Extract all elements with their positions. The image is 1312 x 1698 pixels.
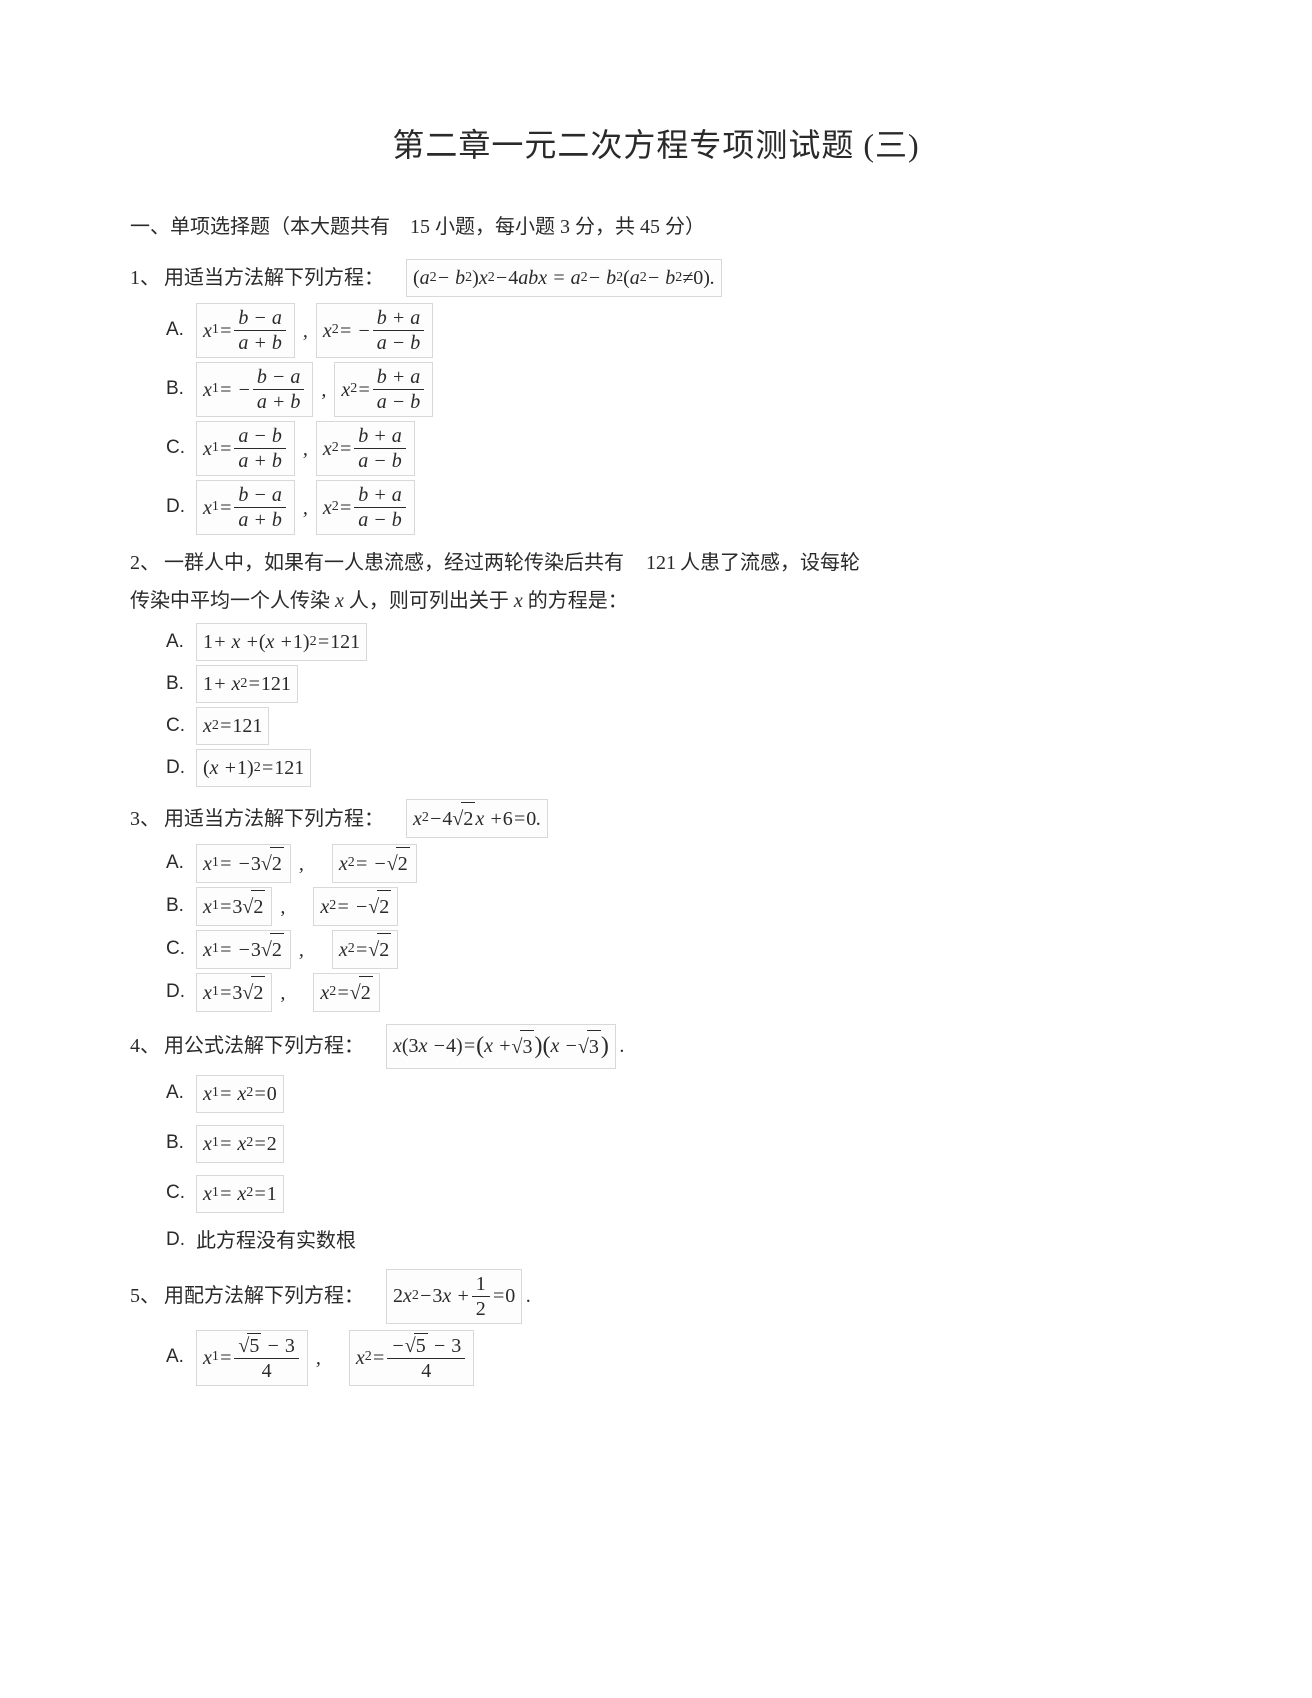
q1-option-d: D. x1 = b − aa + b, x2 = b + aa − b [166, 480, 1182, 535]
q5-equation: 2x2 − 3x + 12 = 0 [386, 1269, 522, 1324]
q2-x-2: x [514, 590, 523, 612]
q3-option-b: B. x1 = 32, x2 = −2 [166, 887, 1182, 926]
q3-option-c: C. x1 = −32, x2 = 2 [166, 930, 1182, 969]
q5-option-a: A. x1 = 5 − 34, x2 = −5 − 34 [166, 1330, 1182, 1386]
q5-stem: 用配方法解下列方程： [164, 1280, 364, 1312]
q4-equation: x (3x − 4) = (x + 3) (x − 3) [386, 1024, 616, 1068]
q5-number: 5、 [130, 1280, 160, 1312]
q4-option-a: A. x1 = x2 = 0 [166, 1075, 1182, 1113]
q1-equation: (a2 − b2) x2 − 4abx = a2 − b2(a2 − b2 ≠ … [406, 259, 722, 297]
q2-option-d: D. (x + 1)2 = 121 [166, 749, 1182, 787]
q2-stem-2c: 的方程是： [528, 590, 628, 612]
q2-x-1: x [335, 590, 344, 612]
q3-option-a: A. x1 = −32, x2 = −2 [166, 844, 1182, 883]
q1-number: 1、 [130, 262, 160, 294]
q2-stem-1a: 一群人中，如果有一人患流感，经过两轮传染后共有 [164, 547, 624, 579]
page-title: 第二章一元二次方程专项测试题 (三) [130, 120, 1182, 171]
q2-stem-2a: 传染中平均一个人传染 [130, 590, 330, 612]
q1-option-c: C. x1 = a − ba + b, x2 = b + aa − b [166, 421, 1182, 476]
q2-number: 2、 [130, 547, 160, 579]
q4-stem: 用公式法解下列方程： [164, 1030, 364, 1062]
q3-stem: 用适当方法解下列方程： [164, 803, 384, 835]
q2-option-a: A. 1 + x + (x + 1)2 = 121 [166, 623, 1182, 661]
q2-option-b: B. 1 + x2 = 121 [166, 665, 1182, 703]
q1-stem: 用适当方法解下列方程： [164, 262, 384, 294]
q1-option-b: B. x1 = − b − aa + b, x2 = b + aa − b [166, 362, 1182, 417]
question-2: 2、 一群人中，如果有一人患流感，经过两轮传染后共有 121 人患了流感，设每轮… [130, 547, 1182, 787]
q4-option-d: D. 此方程没有实数根 [166, 1225, 1182, 1257]
q2-stem-2b: 人，则可列出关于 [349, 590, 509, 612]
question-3: 3、 用适当方法解下列方程： x2 − 42x + 6 = 0. A. x1 =… [130, 799, 1182, 1012]
q4-number: 4、 [130, 1030, 160, 1062]
question-1: 1、 用适当方法解下列方程： (a2 − b2) x2 − 4abx = a2 … [130, 259, 1182, 535]
section-header: 一、单项选择题（本大题共有 15 小题，每小题 3 分，共 45 分） [130, 211, 1182, 243]
q3-number: 3、 [130, 803, 160, 835]
q1-option-a: A. x1 = b − aa + b, x2 = − b + aa − b [166, 303, 1182, 358]
q2-option-c: C. x2 = 121 [166, 707, 1182, 745]
q2-stem-1b: 人患了流感，设每轮 [680, 547, 860, 579]
question-5: 5、 用配方法解下列方程： 2x2 − 3x + 12 = 0. A. x1 =… [130, 1269, 1182, 1386]
q3-equation: x2 − 42x + 6 = 0. [406, 799, 548, 838]
q3-option-d: D. x1 = 32, x2 = 2 [166, 973, 1182, 1012]
q2-val-121: 121 [646, 547, 676, 579]
question-4: 4、 用公式法解下列方程： x (3x − 4) = (x + 3) (x − … [130, 1024, 1182, 1256]
q4-option-d-text: 此方程没有实数根 [196, 1225, 356, 1257]
q4-option-c: C. x1 = x2 = 1 [166, 1175, 1182, 1213]
q4-option-b: B. x1 = x2 = 2 [166, 1125, 1182, 1163]
